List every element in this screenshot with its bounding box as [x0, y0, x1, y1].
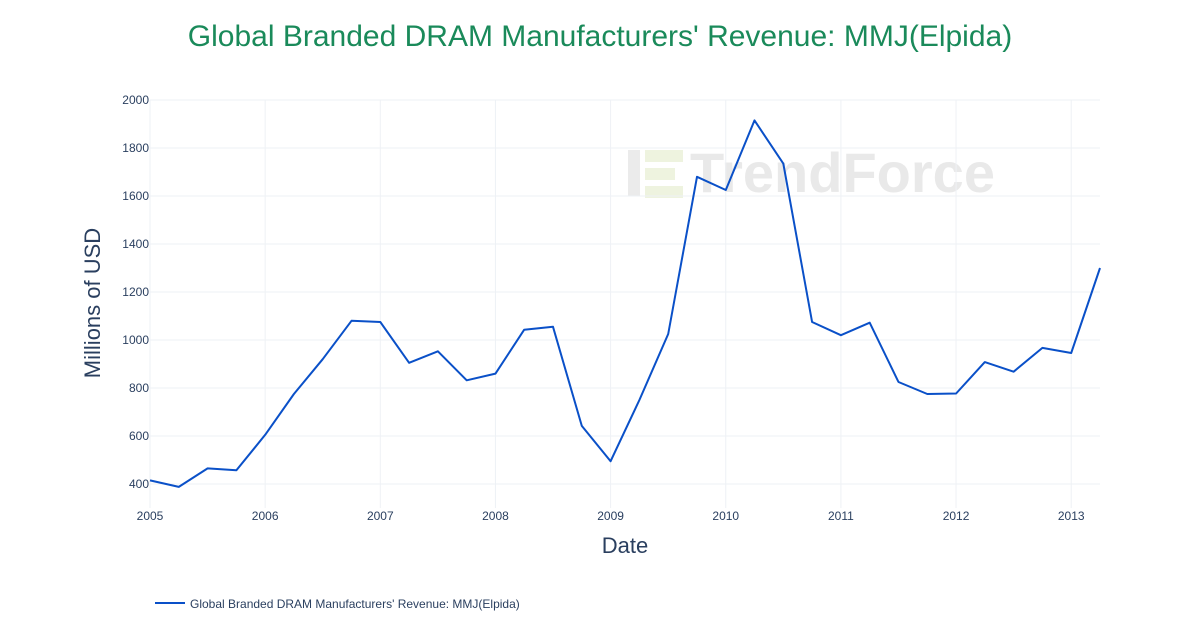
trendforce-watermark: TrendForce [628, 141, 995, 204]
watermark-text: TrendForce [690, 141, 995, 204]
watermark-logo-top [645, 150, 683, 162]
x-tick-label: 2009 [597, 509, 624, 523]
data-point[interactable] [666, 332, 670, 336]
x-tick-label: 2008 [482, 509, 509, 523]
x-axis-title: Date [602, 533, 648, 558]
data-point[interactable] [436, 349, 440, 353]
y-tick-label: 400 [129, 477, 149, 491]
chart-title: Global Branded DRAM Manufacturers' Reven… [187, 20, 1013, 53]
data-point[interactable] [522, 328, 526, 332]
data-point[interactable] [1040, 346, 1044, 350]
watermark-logo-bottom [645, 186, 683, 198]
x-tick-label: 2006 [252, 509, 279, 523]
data-point[interactable] [234, 468, 238, 472]
watermark-logo-mid [645, 168, 675, 180]
data-point[interactable] [263, 433, 267, 437]
x-tick-label: 2010 [712, 509, 739, 523]
data-point[interactable] [350, 319, 354, 323]
watermark-logo-bar [628, 150, 640, 196]
data-point[interactable] [177, 485, 181, 489]
y-tick-label: 2000 [122, 93, 149, 107]
y-tick-label: 1200 [122, 285, 149, 299]
data-point[interactable] [1012, 370, 1016, 374]
legend-label: Global Branded DRAM Manufacturers' Reven… [190, 597, 520, 611]
y-tick-label: 1400 [122, 237, 149, 251]
data-point[interactable] [580, 424, 584, 428]
data-point[interactable] [925, 392, 929, 396]
legend[interactable]: Global Branded DRAM Manufacturers' Reven… [155, 597, 520, 611]
y-tick-label: 600 [129, 429, 149, 443]
grid [149, 99, 1100, 508]
data-point[interactable] [724, 188, 728, 192]
data-point[interactable] [1098, 266, 1102, 270]
data-point[interactable] [465, 378, 469, 382]
data-point[interactable] [148, 478, 152, 482]
x-tick-label: 2005 [137, 509, 164, 523]
data-point[interactable] [1069, 351, 1073, 355]
y-tick-label: 1000 [122, 333, 149, 347]
data-point[interactable] [868, 321, 872, 325]
data-point[interactable] [954, 392, 958, 396]
x-tick-label: 2013 [1058, 509, 1085, 523]
data-point[interactable] [781, 162, 785, 166]
x-tick-label: 2007 [367, 509, 394, 523]
y-axis-ticks: 400 600 800 1000 1200 1400 1600 1800 2000 [122, 93, 149, 491]
data-point[interactable] [695, 175, 699, 179]
data-point[interactable] [206, 466, 210, 470]
y-tick-label: 1600 [122, 189, 149, 203]
data-point[interactable] [321, 357, 325, 361]
y-tick-label: 1800 [122, 141, 149, 155]
y-axis-title: Millions of USD [80, 228, 105, 378]
data-point[interactable] [983, 360, 987, 364]
series-group [148, 118, 1102, 489]
data-point[interactable] [753, 118, 757, 122]
data-point[interactable] [292, 392, 296, 396]
x-tick-label: 2012 [943, 509, 970, 523]
data-point[interactable] [896, 380, 900, 384]
x-tick-label: 2011 [828, 509, 854, 523]
data-point[interactable] [551, 325, 555, 329]
series-line [149, 119, 1101, 488]
data-point[interactable] [839, 333, 843, 337]
data-point[interactable] [493, 372, 497, 376]
data-point[interactable] [407, 361, 411, 365]
x-axis-ticks: 2005 2006 2007 2008 2009 2010 2011 2012 2013 [137, 509, 1085, 523]
y-tick-label: 800 [129, 381, 149, 395]
data-point[interactable] [378, 320, 382, 324]
data-point[interactable] [609, 459, 613, 463]
data-point[interactable] [810, 320, 814, 324]
data-point[interactable] [637, 398, 641, 402]
